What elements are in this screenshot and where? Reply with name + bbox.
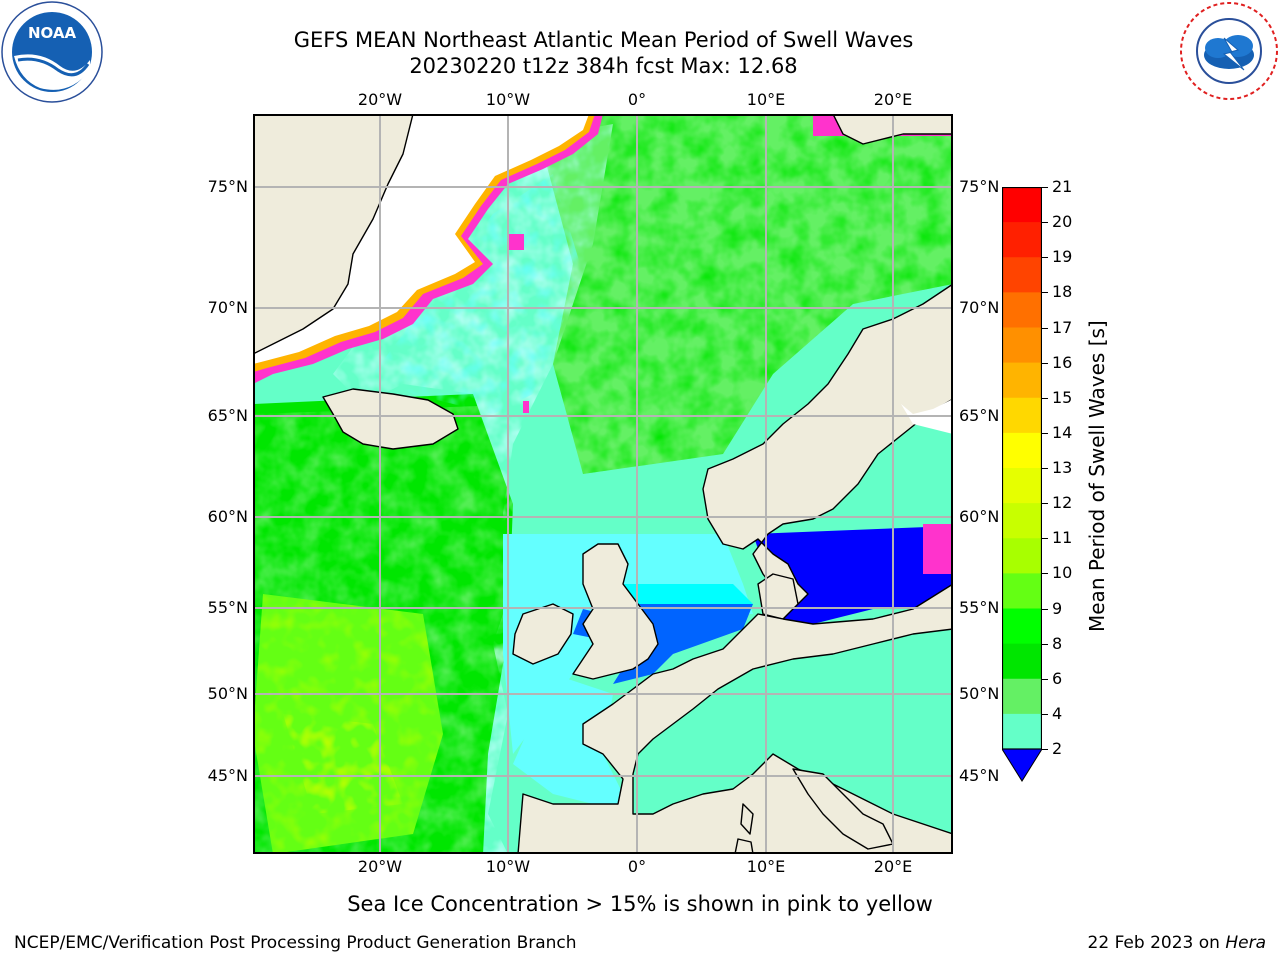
- lat-label-left: 50°N: [207, 684, 248, 703]
- lat-label-left: 70°N: [207, 298, 248, 317]
- lon-label-bottom: 10°W: [485, 857, 531, 876]
- colorbar-tick-label: 18: [1052, 282, 1073, 302]
- footer-date: 22 Feb 2023 on Hera: [1088, 933, 1266, 953]
- colorbar-tick-mark: [1042, 397, 1048, 399]
- lat-label-right: 70°N: [959, 298, 1000, 317]
- colorbar-tick-mark: [1042, 678, 1048, 680]
- lon-label-top: 0°: [627, 90, 647, 109]
- map-graticule: [253, 114, 953, 854]
- lon-label-top: 10°W: [485, 90, 531, 109]
- lon-label-bottom: 20°E: [873, 857, 913, 876]
- colorbar-tick-mark: [1042, 643, 1048, 645]
- colorbar-tick-mark: [1042, 573, 1048, 575]
- lat-label-left: 75°N: [207, 177, 248, 196]
- colorbar-tick-label: 12: [1052, 493, 1073, 513]
- colorbar-swatch: [1002, 643, 1042, 680]
- nws-logo-icon: [1180, 2, 1278, 100]
- map-panel: [253, 114, 953, 854]
- colorbar-tick-mark: [1042, 257, 1048, 259]
- colorbar-swatch: [1002, 362, 1042, 399]
- colorbar-swatch: [1002, 187, 1042, 223]
- footer-machine: Hera: [1225, 933, 1266, 953]
- colorbar-swatch: [1002, 608, 1042, 645]
- footer-credit: NCEP/EMC/Verification Post Processing Pr…: [14, 933, 577, 953]
- colorbar-tick-label: 13: [1052, 458, 1073, 477]
- chart-title-line2: 20230220 t12z 384h fcst Max: 12.68: [409, 54, 798, 78]
- colorbar-tick-label: 10: [1052, 563, 1073, 583]
- colorbar-tick-mark: [1042, 292, 1048, 294]
- colorbar-tick-label: 4: [1052, 703, 1063, 723]
- colorbar-swatch: [1002, 573, 1042, 609]
- colorbar-extend-arrow: [1002, 748, 1042, 782]
- colorbar-tick-label: 16: [1052, 352, 1073, 372]
- colorbar-tick-label: 9: [1052, 598, 1063, 618]
- iceland: [322, 388, 459, 450]
- footer-date-text: 22 Feb 2023 on: [1087, 933, 1226, 953]
- colorbar-swatch: [1002, 468, 1042, 504]
- colorbar-tick-label: 8: [1052, 633, 1063, 653]
- colorbar-tick-label: 2: [1052, 739, 1063, 758]
- noaa-logo-text: NOAA: [28, 24, 77, 42]
- lat-label-right: 65°N: [959, 406, 1000, 425]
- colorbar-tick-label: 11: [1052, 528, 1073, 548]
- colorbar-tick-mark: [1042, 432, 1048, 434]
- colorbar-tick-label: 17: [1052, 317, 1073, 337]
- map-frame: [253, 114, 953, 854]
- colorbar-tick-mark: [1042, 327, 1048, 329]
- lat-label-right: 50°N: [959, 684, 1000, 703]
- colorbar-tick-mark: [1042, 713, 1048, 715]
- colorbar-tick-label: 19: [1052, 247, 1073, 267]
- noaa-logo-icon: NOAA: [1, 1, 103, 103]
- lat-label-right: 75°N: [959, 177, 1000, 196]
- lon-label-top: 10°E: [746, 90, 786, 109]
- colorbar-tick-mark: [1042, 187, 1048, 188]
- colorbar-tick-mark: [1042, 468, 1048, 469]
- colorbar-tick-label: 21: [1052, 177, 1073, 196]
- lat-label-right: 60°N: [959, 507, 1000, 526]
- colorbar-swatch: [1002, 292, 1042, 328]
- colorbar-swatch: [1002, 503, 1042, 539]
- map-caption: Sea Ice Concentration > 15% is shown in …: [347, 892, 933, 916]
- colorbar-swatch: [1002, 397, 1042, 434]
- colorbar-swatch: [1002, 222, 1042, 258]
- colorbar: [1002, 187, 1042, 782]
- chart-title-line1: GEFS MEAN Northeast Atlantic Mean Period…: [293, 28, 914, 52]
- colorbar-tick-label: 20: [1052, 212, 1073, 232]
- lon-label-bottom: 20°W: [357, 857, 403, 876]
- colorbar-tick-mark: [1042, 222, 1048, 224]
- lat-label-right: 55°N: [959, 598, 1000, 617]
- lat-label-left: 60°N: [207, 507, 248, 526]
- colorbar-swatch: [1002, 257, 1042, 293]
- colorbar-tick-label: 6: [1052, 668, 1063, 688]
- colorbar-swatch: [1002, 327, 1042, 364]
- lat-label-left: 45°N: [207, 766, 248, 785]
- lon-label-top: 20°E: [873, 90, 913, 109]
- greenland: [253, 114, 414, 355]
- colorbar-tick-mark: [1042, 362, 1048, 364]
- colorbar-swatch: [1002, 538, 1042, 574]
- colorbar-tick-mark: [1042, 503, 1048, 505]
- lat-label-left: 65°N: [207, 406, 248, 425]
- colorbar-tick-mark: [1042, 538, 1048, 540]
- colorbar-tick-mark: [1042, 608, 1048, 610]
- lat-label-left: 55°N: [207, 598, 248, 617]
- colorbar-swatch: [1002, 432, 1042, 469]
- colorbar-swatch: [1002, 678, 1042, 715]
- colorbar-tick-label: 14: [1052, 422, 1073, 442]
- colorbar-tick-mark: [1042, 749, 1048, 750]
- lon-label-top: 20°W: [357, 90, 403, 109]
- lon-label-bottom: 0°: [627, 857, 647, 876]
- colorbar-swatch: [1002, 713, 1042, 750]
- colorbar-label: Mean Period of Swell Waves [s]: [1085, 320, 1109, 632]
- lat-label-right: 45°N: [959, 766, 1000, 785]
- colorbar-tick-label: 15: [1052, 387, 1073, 407]
- lon-label-bottom: 10°E: [746, 857, 786, 876]
